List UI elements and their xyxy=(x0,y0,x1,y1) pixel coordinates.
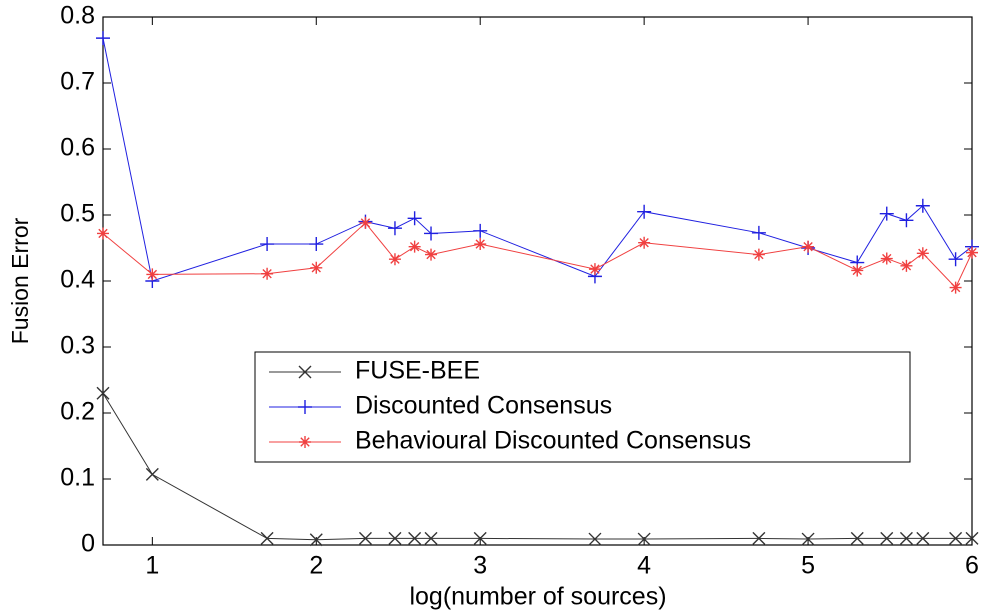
data-point xyxy=(310,261,323,274)
data-point xyxy=(474,238,487,251)
data-point xyxy=(424,226,439,241)
data-point xyxy=(899,531,913,545)
data-point xyxy=(851,264,864,277)
y-tick-label: 0.1 xyxy=(60,464,95,492)
data-point xyxy=(473,223,488,238)
data-point xyxy=(260,531,274,545)
legend-marker xyxy=(298,365,312,379)
data-point xyxy=(638,236,651,249)
y-tick-label: 0.3 xyxy=(60,332,95,360)
data-point xyxy=(146,268,159,281)
y-tick-label: 0.5 xyxy=(60,200,95,228)
data-point xyxy=(850,531,864,545)
data-point xyxy=(261,267,274,280)
data-point xyxy=(880,531,894,545)
data-point xyxy=(97,227,109,240)
data-point xyxy=(752,531,766,545)
data-point xyxy=(801,532,815,546)
data-point xyxy=(948,252,963,267)
x-tick-label: 5 xyxy=(801,552,815,580)
y-axis-label: Fusion Error xyxy=(7,217,33,344)
y-tick-label: 0.4 xyxy=(60,266,95,294)
data-point xyxy=(96,386,110,400)
y-tick-label: 0.6 xyxy=(60,134,95,162)
data-point xyxy=(802,240,815,253)
data-point xyxy=(425,248,438,261)
data-point xyxy=(358,531,372,545)
data-point xyxy=(588,263,601,276)
data-point xyxy=(916,247,929,260)
x-tick-label: 6 xyxy=(965,552,979,580)
legend-label: Discounted Consensus xyxy=(355,392,612,420)
legend-marker xyxy=(298,400,312,414)
y-tick-label: 0.8 xyxy=(60,2,95,30)
legend-label: FUSE-BEE xyxy=(355,357,480,385)
x-tick-label: 2 xyxy=(309,552,323,580)
data-point xyxy=(473,531,487,545)
data-point xyxy=(388,531,402,545)
data-point xyxy=(900,259,913,272)
y-tick-label: 0.2 xyxy=(60,398,95,426)
x-tick-label: 1 xyxy=(145,552,159,580)
data-point xyxy=(966,246,978,259)
data-point xyxy=(899,213,914,228)
data-point xyxy=(408,531,422,545)
x-tick-label: 3 xyxy=(473,552,487,580)
series-line xyxy=(102,38,973,282)
data-point xyxy=(309,237,324,252)
data-point xyxy=(637,532,651,546)
data-point xyxy=(387,221,402,236)
data-point xyxy=(751,225,766,240)
data-point xyxy=(96,31,110,46)
legend-box xyxy=(254,351,911,463)
data-point xyxy=(407,211,422,226)
x-tick-label: 4 xyxy=(637,552,651,580)
data-point xyxy=(880,252,893,265)
data-point xyxy=(965,531,979,545)
data-point xyxy=(359,216,372,229)
data-point xyxy=(949,531,963,545)
data-point xyxy=(949,281,962,294)
data-point xyxy=(588,532,602,546)
data-point xyxy=(388,253,401,266)
data-point xyxy=(145,467,159,481)
legend-label: Behavioural Discounted Consensus xyxy=(355,427,751,455)
data-point xyxy=(916,531,930,545)
data-point xyxy=(879,206,894,221)
data-point xyxy=(915,198,930,213)
x-axis-label: log(number of sources) xyxy=(409,583,666,611)
data-point xyxy=(309,533,323,547)
data-point xyxy=(752,248,765,261)
plot-frame xyxy=(102,16,973,546)
data-point xyxy=(408,240,421,253)
y-tick-label: 0 xyxy=(81,530,95,558)
data-point xyxy=(260,237,275,252)
legend-marker xyxy=(299,436,311,448)
data-point xyxy=(424,531,438,545)
y-tick-label: 0.7 xyxy=(60,68,95,96)
data-point xyxy=(637,204,652,219)
